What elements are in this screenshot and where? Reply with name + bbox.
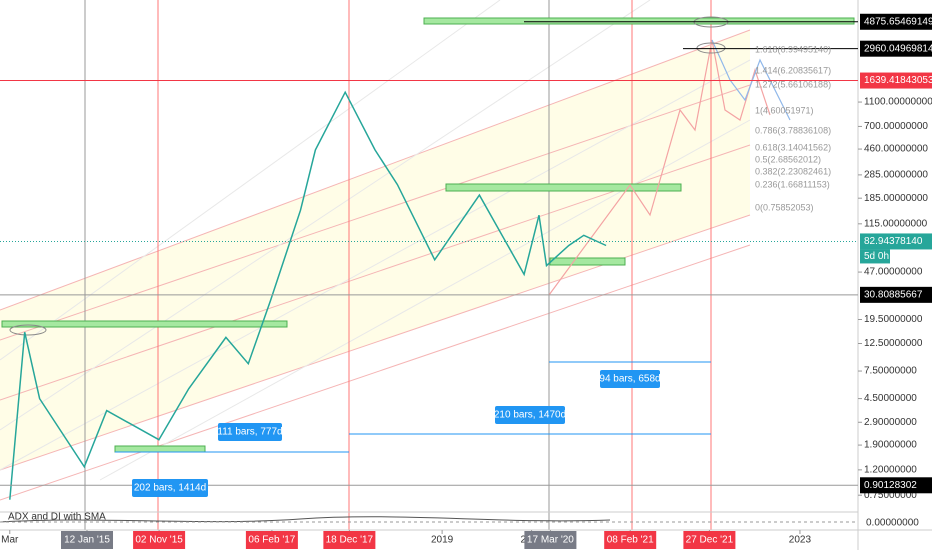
y-tick-label: 7.50000000 (864, 366, 917, 377)
x-tick-bg (323, 531, 376, 549)
x-tick-label: 06 Feb '17 (248, 535, 295, 546)
fib-level: 0.5(2.68562012) (755, 154, 821, 164)
fib-level: 0.618(3.14041562) (755, 142, 831, 152)
price-tag (860, 286, 932, 303)
channel-fill (0, 30, 750, 470)
y-tick-label: 460.00000000 (864, 144, 928, 155)
bar-count-bg (218, 423, 282, 441)
fib-level: 1.618(6.99495140) (755, 44, 831, 54)
price-tag (860, 477, 932, 494)
bar-count: 94 bars, 658d (599, 374, 660, 385)
bar-count: 111 bars, 777d (217, 427, 282, 438)
fib-level: 0(0.75852053) (755, 202, 814, 212)
fib-level: 0.786(3.78836108) (755, 125, 831, 135)
vertical-markers (157, 0, 712, 530)
y-tick-label: 185.00000000 (864, 193, 928, 204)
projection-alt (711, 39, 791, 121)
price-tag (860, 13, 932, 30)
price-line (9, 90, 607, 500)
y-tick-label: 47.00000000 (864, 267, 923, 278)
indicator-zero-label: 0.00000000 (866, 518, 919, 529)
price-tag-label: 2960.04969814 (864, 43, 932, 54)
fib-level: 0.236(1.66811153) (755, 179, 830, 189)
y-tick-label: 1.20000000 (864, 464, 917, 475)
fib-level: 1(4.60051971) (755, 105, 814, 115)
y-tick-label: 285.00000000 (864, 170, 928, 181)
y-tick-label: 4.50000000 (864, 393, 917, 404)
x-tick-bg (683, 531, 736, 549)
y-tick-label: 2.90000000 (864, 417, 917, 428)
vertical-markers-grey (84, 0, 550, 530)
countdown-bg (860, 249, 890, 264)
price-tag-label: 0.90128302 (864, 480, 917, 491)
fib-level: 1.272(5.66106188) (755, 79, 831, 89)
x-tick-label: 27 Dec '21 (686, 535, 734, 546)
y-tick-label: 1.90000000 (864, 440, 917, 451)
fib-level: 1.414(6.20835617) (755, 65, 831, 75)
price-tag-label: 1639.41843053 (864, 75, 932, 86)
y-tick-label: 0.75000000 (864, 490, 917, 501)
x-tick-bg (245, 531, 298, 549)
x-tick-label: 02 Nov '15 (135, 535, 183, 546)
x-tick-label: 08 Feb '21 (607, 535, 654, 546)
x-tick-bg (604, 531, 657, 549)
x-tick-label: Mar (1, 535, 19, 546)
price-tag-label: 30.80885667 (864, 289, 923, 300)
indicator-title: ADX and DI with SMA (8, 512, 106, 523)
fan-lines (0, 0, 751, 481)
x-tick-bg (61, 531, 114, 549)
price-tag (860, 40, 932, 57)
y-tick-label: 700.00000000 (864, 121, 928, 132)
bar-count-bg (132, 479, 208, 497)
x-tick-label: 17 Mar '20 (527, 535, 574, 546)
price-tag-label: 82.94378140 (864, 236, 923, 247)
indicator-line (0, 516, 611, 523)
y-tick-label: 19.50000000 (864, 314, 923, 325)
x-tick-bg (133, 531, 186, 549)
countdown: 5d 0h (864, 251, 889, 262)
bar-count: 202 bars, 1414d (134, 483, 206, 494)
price-tag (860, 233, 932, 250)
y-tick-label: 1100.00000000 (864, 97, 932, 108)
bar-count: 210 bars, 1470d (494, 410, 566, 421)
x-tick-label: 18 Dec '17 (326, 535, 374, 546)
range-arrows (115, 361, 711, 453)
x-tick-bg (524, 531, 577, 549)
bar-count-bg (495, 406, 565, 424)
x-tick-label: 12 Jan '15 (64, 535, 110, 546)
y-tick-label: 115.00000000 (864, 218, 928, 229)
price-tag (860, 72, 932, 89)
price-tag-label: 4875.65469149 (864, 16, 932, 27)
y-tick-label: 12.50000000 (864, 338, 923, 349)
bar-count-bg (600, 370, 660, 388)
x-tick-label: 2019 (431, 535, 454, 546)
fib-level: 0.382(2.23082461) (755, 166, 831, 176)
x-tick-label: 2023 (789, 535, 812, 546)
